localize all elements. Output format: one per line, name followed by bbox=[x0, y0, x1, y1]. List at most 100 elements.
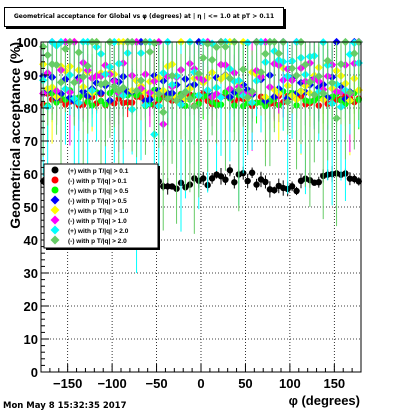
data-point bbox=[243, 38, 252, 47]
data-point bbox=[243, 93, 252, 102]
data-point bbox=[216, 93, 226, 102]
y-tick-label: 30 bbox=[24, 266, 38, 281]
data-point bbox=[244, 177, 251, 185]
legend-marker bbox=[50, 225, 60, 235]
legend-marker bbox=[51, 176, 59, 184]
data-point bbox=[231, 179, 238, 186]
legend-label: (+) with p T/|q| > 0.5 bbox=[68, 188, 129, 195]
legend: (+) with p T/|q| > 0.1 (-) with p T/|q| >… bbox=[43, 163, 160, 250]
data-point bbox=[101, 78, 110, 88]
data-point bbox=[181, 87, 190, 97]
y-tick-label: 0 bbox=[31, 365, 38, 380]
legend-label: (+) with p T/|q| > 0.1 bbox=[68, 168, 129, 175]
title-box: Geometrical acceptance for Global vs φ (… bbox=[4, 7, 284, 27]
y-tick-label: 100 bbox=[16, 35, 38, 50]
data-point bbox=[247, 87, 257, 96]
data-point bbox=[355, 178, 362, 185]
data-point bbox=[283, 97, 292, 107]
y-tick-label: 50 bbox=[24, 200, 38, 215]
data-point bbox=[132, 86, 141, 95]
series-8 bbox=[39, 37, 363, 234]
data-point bbox=[221, 42, 230, 51]
data-point bbox=[185, 94, 195, 103]
data-point bbox=[52, 60, 61, 70]
data-point bbox=[315, 178, 322, 186]
data-point bbox=[287, 64, 297, 73]
legend-marker bbox=[51, 166, 59, 174]
data-point bbox=[261, 49, 270, 58]
data-point bbox=[293, 187, 300, 195]
x-tick-label: −150 bbox=[53, 376, 82, 391]
y-tick-label: 60 bbox=[24, 167, 38, 182]
data-point bbox=[217, 173, 225, 180]
data-point bbox=[61, 44, 70, 54]
legend-label: (-) with p T/|q| > 0.5 bbox=[68, 198, 127, 205]
data-point bbox=[239, 65, 248, 74]
data-point bbox=[234, 85, 243, 95]
data-point bbox=[222, 176, 229, 183]
data-point bbox=[350, 49, 359, 58]
data-point bbox=[79, 72, 88, 81]
y-axis-title: Geometrical acceptance (%) bbox=[7, 42, 23, 229]
data-point bbox=[74, 48, 83, 57]
data-point bbox=[301, 60, 310, 69]
data-point bbox=[226, 167, 234, 174]
legend-label: (+) with p T/|q| > 2.0 bbox=[68, 228, 129, 235]
legend-marker bbox=[50, 215, 60, 225]
data-point bbox=[305, 77, 315, 87]
legend-label: (-) with p T/|q| > 2.0 bbox=[68, 238, 127, 245]
data-point bbox=[274, 49, 283, 58]
data-point bbox=[200, 175, 207, 182]
data-point bbox=[159, 108, 168, 117]
timestamp: Mon May 8 15:32:35 2017 bbox=[3, 401, 127, 411]
x-tick-label: 50 bbox=[238, 376, 252, 391]
y-tick-label: 20 bbox=[24, 299, 38, 314]
data-point bbox=[163, 94, 172, 103]
data-point bbox=[110, 82, 119, 91]
data-point bbox=[345, 88, 355, 97]
x-tick-label: 150 bbox=[323, 376, 345, 391]
data-point bbox=[323, 56, 332, 65]
data-point bbox=[167, 71, 177, 81]
data-layer bbox=[39, 37, 363, 273]
data-point bbox=[253, 181, 260, 188]
y-tick-label: 70 bbox=[24, 134, 38, 149]
data-point bbox=[319, 89, 328, 98]
legend-label: (-) with p T/|q| > 0.1 bbox=[68, 178, 127, 185]
data-point bbox=[136, 76, 146, 85]
axis-layer: −150 −100 −50 0 50 100 150 0 10 20 30 40 50 60 70 80 90 1… bbox=[16, 35, 362, 391]
data-point bbox=[190, 102, 199, 111]
data-point bbox=[292, 71, 301, 80]
legend-marker bbox=[50, 205, 60, 215]
data-point bbox=[248, 169, 256, 176]
data-point bbox=[194, 69, 203, 78]
x-tick-label: 100 bbox=[279, 376, 301, 391]
data-point bbox=[314, 72, 323, 81]
y-tick-label: 40 bbox=[24, 233, 38, 248]
data-point bbox=[212, 42, 221, 52]
chart-title: Geometrical acceptance for Global vs φ (… bbox=[13, 13, 275, 20]
data-point bbox=[83, 61, 92, 71]
data-point bbox=[271, 186, 278, 194]
data-point bbox=[43, 50, 52, 60]
data-point bbox=[225, 74, 235, 83]
data-point bbox=[172, 96, 181, 105]
x-tick-label: 0 bbox=[197, 376, 204, 391]
x-tick-label: −100 bbox=[97, 376, 126, 391]
data-point bbox=[164, 183, 171, 190]
data-point bbox=[199, 53, 208, 63]
legend-label: (-) with p T/|q| > 1.0 bbox=[68, 218, 127, 225]
legend-shadow bbox=[158, 166, 160, 250]
data-point bbox=[154, 89, 163, 99]
legend-marker bbox=[50, 195, 60, 205]
legend-shadow bbox=[46, 248, 160, 250]
data-point bbox=[310, 90, 319, 99]
legend-marker bbox=[51, 186, 59, 194]
x-axis-title: φ (degrees) bbox=[289, 393, 360, 408]
legend-box bbox=[43, 163, 159, 249]
y-tick-label: 90 bbox=[24, 68, 38, 83]
data-point bbox=[336, 60, 346, 69]
data-point bbox=[39, 42, 48, 51]
